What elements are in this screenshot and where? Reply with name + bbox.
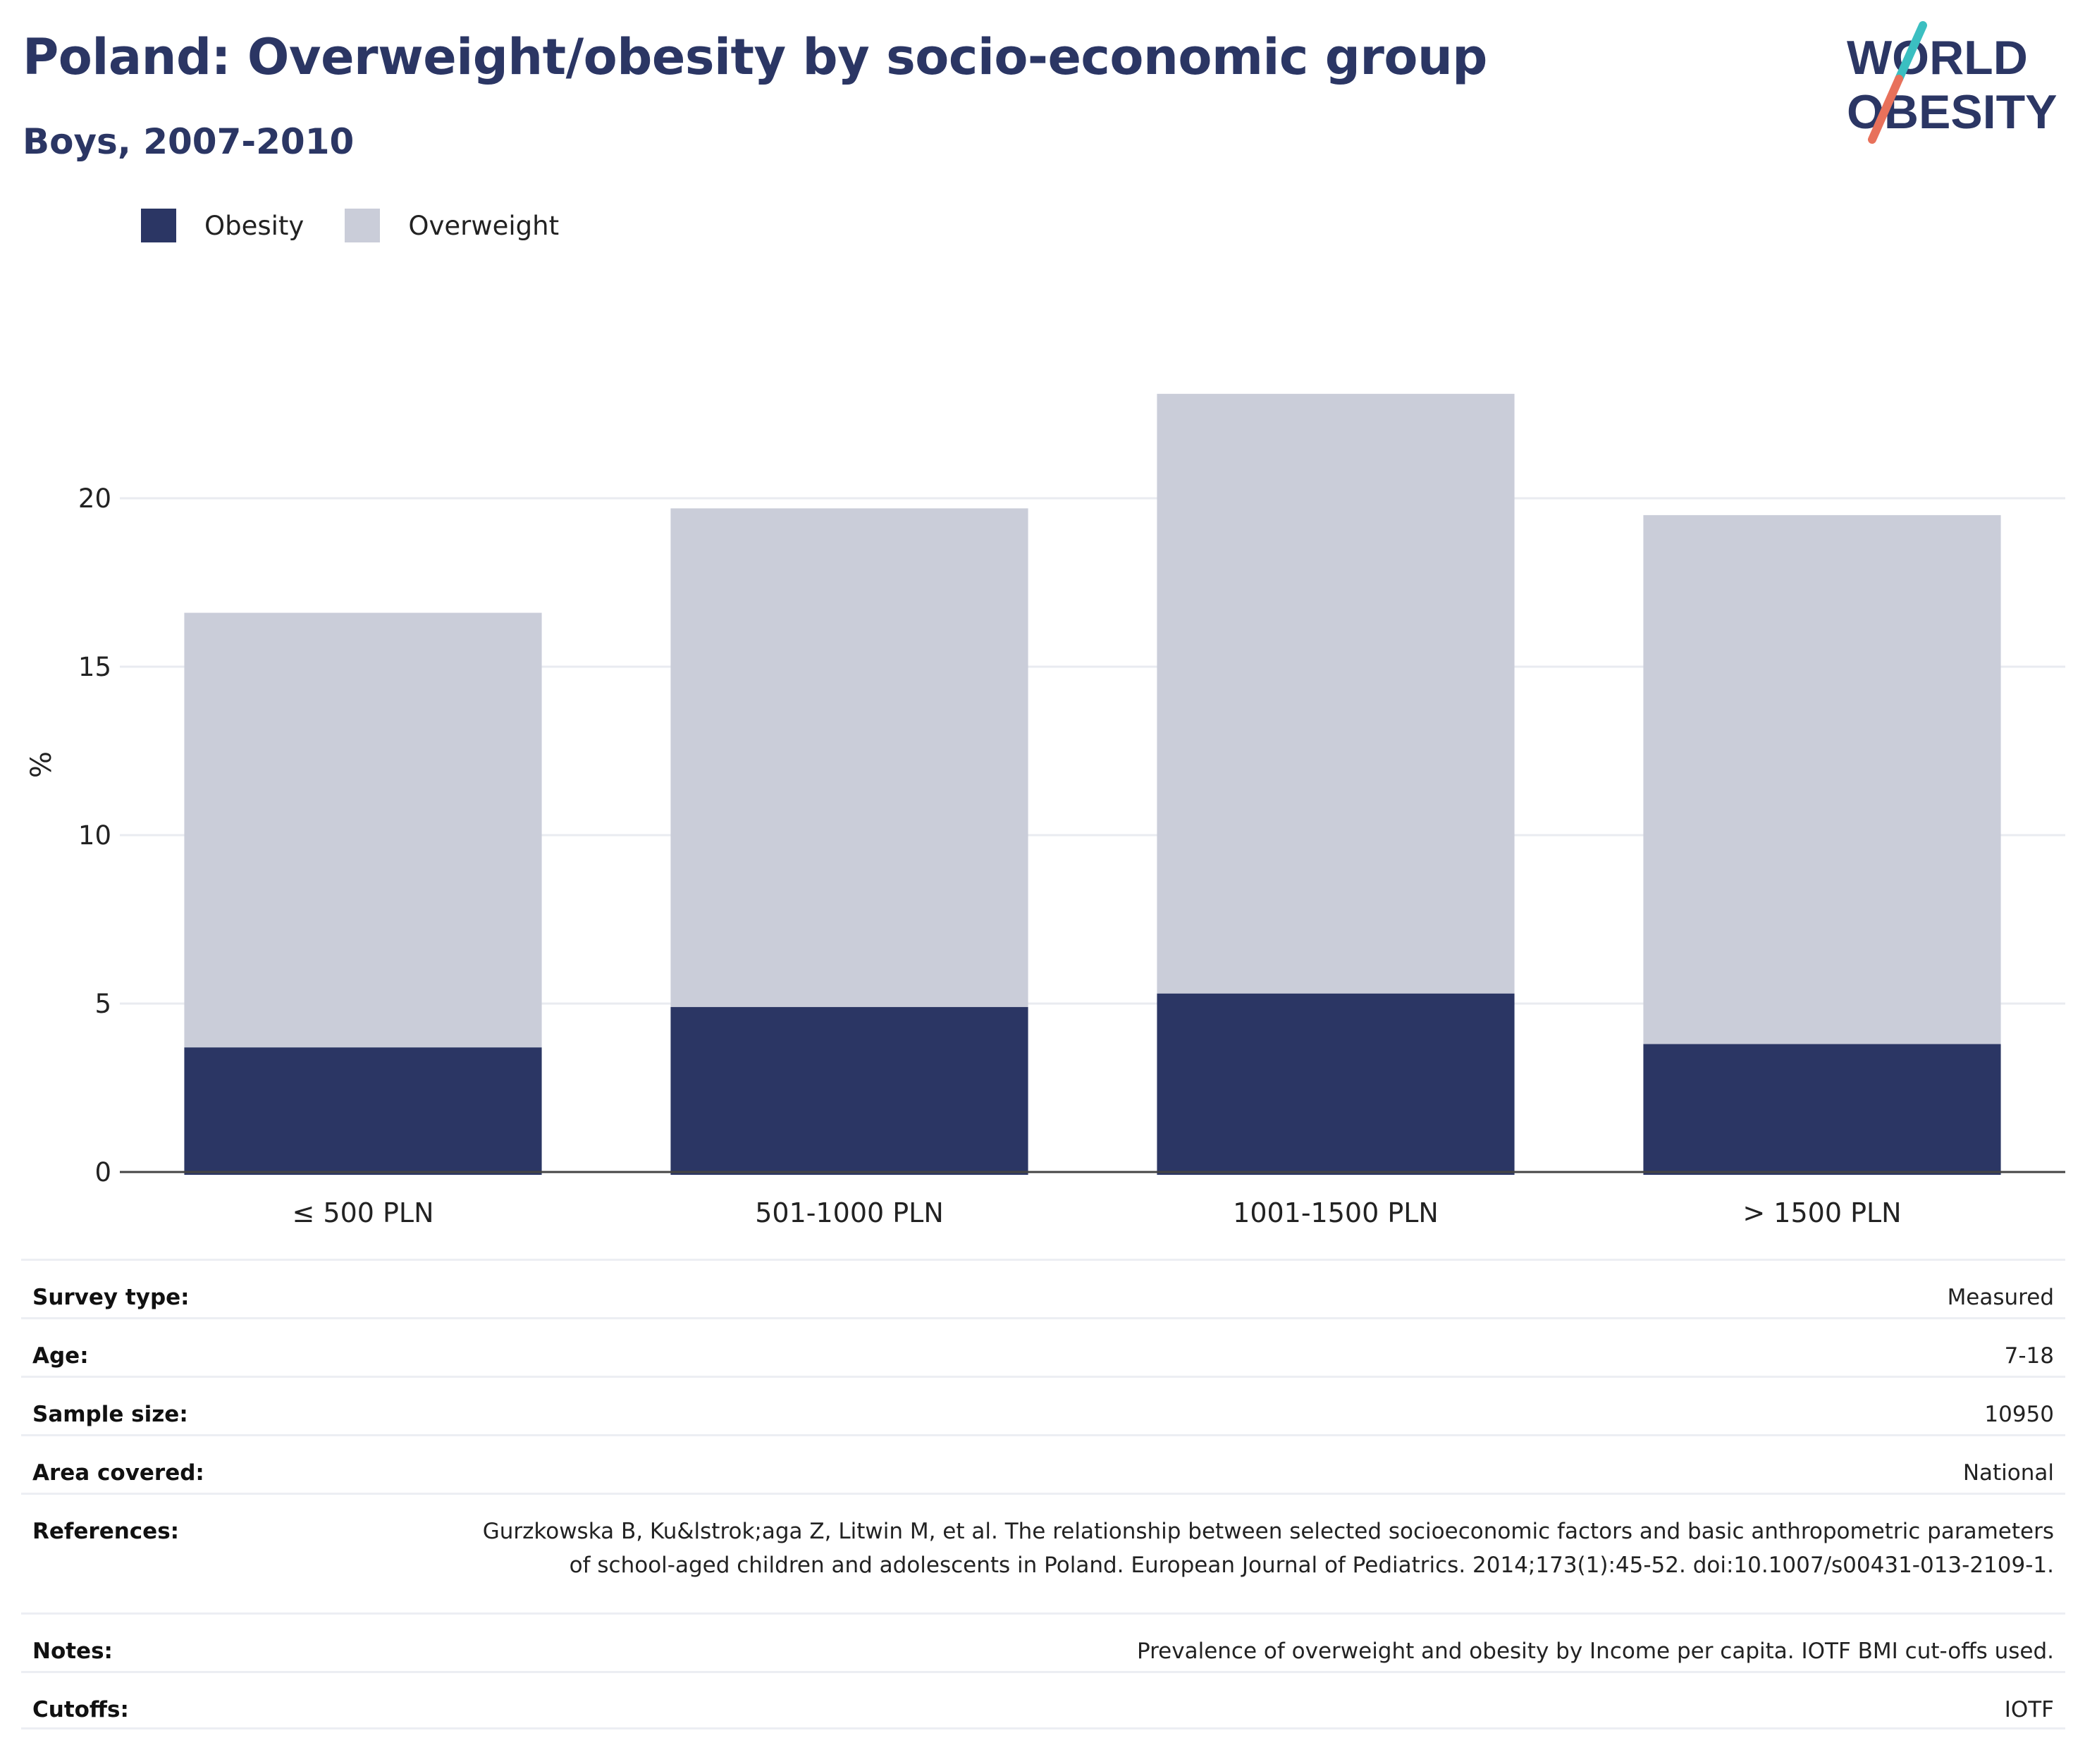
info-value: Measured [1947,1285,2054,1310]
x-tick-label: 501-1000 PLN [755,1197,944,1228]
chart-subtitle: Boys, 2007-2010 [23,121,355,162]
legend-item-overweight[interactable]: Overweight [345,209,559,242]
logo-line-world: WORLD [1847,31,2028,85]
survey-info-table: Survey type: Measured Age: 7-18 Sample s… [21,1259,2065,1729]
info-row-references: References: Gurzkowska B, Ku&lstrok;aga … [21,1493,2065,1612]
legend-swatch-obesity [141,209,176,242]
legend-label-obesity: Obesity [204,210,305,241]
info-value: IOTF [2004,1697,2054,1722]
bar-overweight-4 [1643,514,2001,1044]
info-label: Area covered: [32,1460,204,1486]
bar-overweight-3 [1157,393,1515,994]
bar-overweight-2 [670,508,1028,1007]
logo-slash-top [1895,21,1927,83]
chart-legend: Obesity Overweight [141,209,600,242]
info-row-age: Age: 7-18 [21,1317,2065,1376]
chart-title: Poland: Overweight/obesity by socio-econ… [23,28,1487,86]
world-obesity-logo: WORLD OBESITY [1847,21,2058,144]
y-tick-label: 20 [78,483,111,514]
logo-slash-bottom [1868,75,1903,144]
info-label: Survey type: [32,1285,190,1310]
bar-overweight-1 [184,612,542,1048]
info-label: Sample size: [32,1402,188,1427]
stacked-bar-chart: 0 5 10 15 20% ≤ 500 PLN 501-1000 PLN 1001-1500 … [25,393,2065,1228]
legend-item-obesity[interactable]: Obesity [141,209,304,242]
legend-label-overweight: Overweight [408,210,560,241]
info-row-survey-type: Survey type: Measured [21,1259,2065,1317]
info-value: 7-18 [2004,1343,2054,1369]
info-value: National [1962,1460,2054,1486]
y-tick-label: 15 [78,652,111,682]
bar-obesity-1 [184,1047,542,1175]
x-tick-label: 1001-1500 PLN [1233,1197,1439,1228]
bar-obesity-2 [670,1006,1028,1175]
y-axis-label: % [25,751,58,778]
legend-swatch-overweight [345,209,381,242]
info-label: Notes: [32,1639,113,1664]
bar-obesity-4 [1643,1044,2001,1175]
info-row-cutoffs: Cutoffs: IOTF [21,1671,2065,1729]
x-tick-label: ≤ 500 PLN [292,1197,433,1228]
bar-obesity-3 [1157,993,1515,1175]
info-row-sample-size: Sample size: 10950 [21,1376,2065,1434]
y-tick-label: 5 [94,989,111,1019]
info-label: Age: [32,1343,89,1369]
y-tick-label: 0 [94,1157,111,1188]
info-value: 10950 [1984,1402,2054,1427]
info-label: Cutoffs: [32,1697,129,1722]
info-label: References: [32,1519,180,1544]
info-row-notes: Notes: Prevalence of overweight and obes… [21,1612,2065,1671]
info-value: Gurzkowska B, Ku&lstrok;aga Z, Litwin M,… [482,1519,2054,1578]
info-value: Prevalence of overweight and obesity by … [1136,1639,2054,1664]
y-tick-label: 10 [78,820,111,851]
info-row-area-covered: Area covered: National [21,1434,2065,1493]
x-tick-label: > 1500 PLN [1742,1197,1901,1228]
